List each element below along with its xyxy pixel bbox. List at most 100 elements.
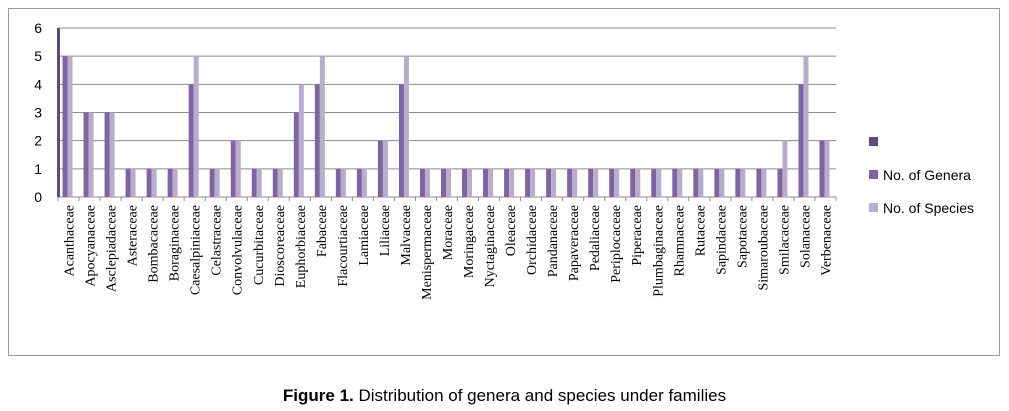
bar-species <box>782 140 788 197</box>
x-category-label: Plumbaginaceae <box>651 205 666 297</box>
bar-genera <box>230 140 236 197</box>
bar-genera <box>441 168 446 197</box>
x-category-label: Liliaceae <box>378 205 393 256</box>
x-category-label: Simaroubaceae <box>756 205 771 291</box>
figure-caption: Figure 1. Distribution of genera and spe… <box>0 386 1009 406</box>
chart-frame <box>8 8 1000 356</box>
bar-species <box>67 56 73 197</box>
bar-species <box>214 168 220 197</box>
bar-species <box>614 168 620 197</box>
bar-genera <box>525 168 531 197</box>
x-category-label: Convolvulaceae <box>231 205 246 295</box>
legend-label: No. of Species <box>883 200 974 216</box>
bar-genera <box>209 168 215 197</box>
bar-species <box>467 168 473 197</box>
x-category-label: Periplocaceae <box>609 205 624 283</box>
legend-swatch <box>869 203 878 212</box>
bar-species <box>719 168 725 197</box>
bar-genera <box>104 112 110 197</box>
bar-genera <box>630 168 636 197</box>
x-category-label: Nyctaginaceae <box>483 205 498 287</box>
bar-species <box>382 140 388 197</box>
x-category-label: Celastraceae <box>210 205 225 276</box>
caption-label: Figure 1. <box>282 386 354 405</box>
bar-genera <box>293 112 299 197</box>
x-category-label: Solanaceae <box>798 205 813 268</box>
bar-species <box>803 56 809 197</box>
caption-text: Distribution of genera and species under… <box>353 386 727 405</box>
x-category-label: Papaveraceae <box>567 205 582 281</box>
bar-genera <box>377 140 383 197</box>
x-category-label: Lamiaceae <box>357 205 372 266</box>
bar-unnamed-series <box>57 28 60 197</box>
x-category-label: Apocyanaceae <box>84 205 99 287</box>
bar-genera <box>672 168 678 197</box>
bar-species <box>677 168 683 197</box>
bar-species <box>109 112 115 197</box>
bar-genera <box>735 168 741 197</box>
x-category-label: Dioscoreaceae <box>273 205 288 287</box>
y-tick-label: 2 <box>34 133 42 149</box>
bar-species <box>298 84 304 197</box>
bar-genera <box>62 56 68 197</box>
y-tick-label: 3 <box>34 105 42 121</box>
legend-label: No. of Genera <box>883 167 971 183</box>
bar-species <box>403 56 409 197</box>
x-category-label: Menispermaceae <box>420 205 435 300</box>
bar-species <box>740 168 746 197</box>
bar-species <box>698 168 704 197</box>
x-category-label: Asclepiadaceae <box>105 205 120 292</box>
x-category-label: Smilacaceae <box>777 205 792 275</box>
bar-genera <box>483 168 489 197</box>
bar-genera <box>272 168 278 197</box>
y-tick-label: 4 <box>34 76 42 92</box>
bar-species <box>319 56 325 197</box>
bar-species <box>824 140 830 197</box>
x-category-label: Orchidaceae <box>525 205 540 275</box>
y-tick-label: 0 <box>34 189 42 205</box>
bar-species <box>256 168 262 197</box>
bar-species <box>656 168 662 197</box>
bar-species <box>488 168 494 197</box>
bar-species <box>424 168 430 197</box>
bar-species <box>446 168 451 197</box>
x-category-label: Sapotaceae <box>735 205 750 268</box>
bar-genera <box>567 168 573 197</box>
bar-species <box>235 140 241 197</box>
bar-genera <box>546 168 552 197</box>
bar-species <box>88 112 94 197</box>
bar-species <box>130 168 136 197</box>
x-category-label: Acanthaceae <box>63 205 78 277</box>
x-category-label: Asteraceae <box>126 205 141 266</box>
bar-genera <box>609 168 615 197</box>
bar-species <box>530 168 536 197</box>
bar-species <box>761 168 767 197</box>
x-category-label: Moringaceae <box>462 205 477 278</box>
x-category-label: Flacourtiaceae <box>336 205 351 287</box>
x-category-label: Piperaceae <box>630 205 645 266</box>
bar-genera <box>398 84 404 197</box>
bar-species <box>509 168 515 197</box>
x-category-label: Rutaceae <box>693 205 708 256</box>
bar-genera <box>167 168 173 197</box>
bar-species <box>151 168 157 197</box>
bar-genera <box>504 168 510 197</box>
y-tick-label: 5 <box>34 48 42 64</box>
x-category-label: Moraceae <box>441 205 456 260</box>
x-category-label: Cucurbitaceae <box>252 205 267 285</box>
bar-genera <box>798 84 804 197</box>
bar-genera <box>251 168 257 197</box>
bar-genera <box>83 112 89 197</box>
y-tick-label: 6 <box>34 20 42 36</box>
x-category-label: Bombacaceae <box>147 205 162 283</box>
bar-species <box>572 168 578 197</box>
x-category-label: Pandanaceae <box>546 205 561 277</box>
x-category-label: Verbenaceae <box>819 205 834 276</box>
bar-species <box>340 168 346 197</box>
bar-species <box>635 168 641 197</box>
x-category-label: Sapindaceae <box>714 205 729 275</box>
bar-chart: 0 1 2 3 4 5 6 Acanthaceae Apocyanaceae Asclepiada… <box>34 20 974 300</box>
x-category-label: Euphorbiaceae <box>294 205 309 288</box>
bar-genera <box>419 168 425 197</box>
bar-genera <box>819 140 825 197</box>
